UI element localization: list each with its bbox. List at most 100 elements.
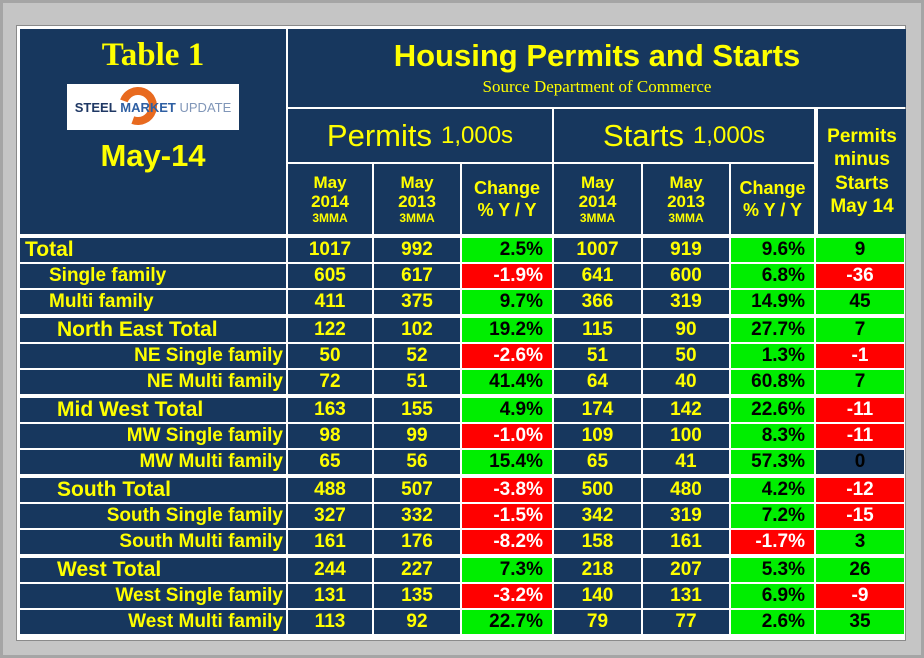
permits-2014-cell: 327 — [288, 504, 372, 528]
row-label: West Multi family — [20, 610, 286, 634]
row-label: South Single family — [20, 504, 286, 528]
row-label: Mid West Total — [20, 398, 286, 422]
permits-band-unit: 1,000s — [441, 121, 514, 149]
permits-2014-cell: 98 — [288, 424, 372, 448]
permits-2014-cell: 1017 — [288, 238, 372, 262]
permits-2013-cell: 102 — [374, 318, 460, 342]
permits-minus-starts-cell: 7 — [816, 370, 904, 394]
permits-minus-starts-cell: 9 — [816, 238, 904, 262]
row-label: South Multi family — [20, 530, 286, 554]
permits-2014-cell: 163 — [288, 398, 372, 422]
starts-2013-cell: 50 — [643, 344, 729, 368]
permits-minus-starts-cell: 7 — [816, 318, 904, 342]
starts-change-cell: -1.7% — [731, 530, 814, 554]
starts-2014-cell: 64 — [554, 370, 641, 394]
col-header-permits-may2014: May 2014 3MMA — [288, 164, 372, 234]
table-number-label: Table 1 — [101, 37, 205, 73]
table-row: MW Multi family 65 56 15.4% 65 41 57.3% 0 — [20, 450, 904, 474]
logo-word-market: MARKET — [120, 99, 176, 115]
starts-2013-cell: 131 — [643, 584, 729, 608]
table-body: Total 1017 992 2.5% 1007 919 9.6% 9 Single famil… — [20, 238, 904, 634]
starts-2014-cell: 342 — [554, 504, 641, 528]
col-header-starts-may2013: May 2013 3MMA — [643, 164, 729, 234]
starts-band-unit: 1,000s — [692, 121, 766, 149]
starts-change-cell: 6.9% — [731, 584, 814, 608]
starts-change-cell: 1.3% — [731, 344, 814, 368]
logo-text: STEEL MARKET UPDATE — [75, 100, 232, 115]
table-row: NE Single family 50 52 -2.6% 51 50 1.3% -1 — [20, 344, 904, 368]
starts-2014-cell: 140 — [554, 584, 641, 608]
permits-change-cell: 41.4% — [462, 370, 552, 394]
starts-2014-cell: 174 — [554, 398, 641, 422]
starts-2013-cell: 41 — [643, 450, 729, 474]
permits-minus-starts-cell: 45 — [816, 290, 904, 314]
page-title: Housing Permits and Starts — [393, 38, 801, 74]
starts-change-cell: 4.2% — [731, 478, 814, 502]
permits-2014-cell: 72 — [288, 370, 372, 394]
steel-market-update-logo: STEEL MARKET UPDATE — [67, 84, 239, 130]
permits-2013-cell: 332 — [374, 504, 460, 528]
starts-2013-cell: 161 — [643, 530, 729, 554]
permits-2013-cell: 52 — [374, 344, 460, 368]
report-date: May-14 — [100, 138, 206, 173]
permits-minus-starts-cell: 35 — [816, 610, 904, 634]
permits-minus-starts-cell: -9 — [816, 584, 904, 608]
header-right: Housing Permits and Starts Source Depart… — [288, 29, 906, 234]
starts-change-cell: 60.8% — [731, 370, 814, 394]
permits-2013-cell: 992 — [374, 238, 460, 262]
table-row: Total 1017 992 2.5% 1007 919 9.6% 9 — [20, 238, 904, 262]
col-header-starts-may2014: May 2014 3MMA — [554, 164, 641, 234]
column-headers-left: Permits 1,000s Starts 1,000s May 2014 3M… — [288, 109, 816, 234]
permits-minus-starts-cell: 0 — [816, 450, 904, 474]
corner-panel: Table 1 STEEL MARKET UPDATE May-14 — [20, 29, 286, 234]
table-row: South Single family 327 332 -1.5% 342 319 7.2%… — [20, 504, 904, 528]
subheader-row: May 2014 3MMA May 2013 3MMA Change % Y /… — [288, 164, 816, 234]
starts-band-label: Starts — [602, 117, 684, 153]
starts-2014-cell: 366 — [554, 290, 641, 314]
permits-change-cell: 7.3% — [462, 558, 552, 582]
starts-2014-cell: 500 — [554, 478, 641, 502]
housing-permits-table: Table 1 STEEL MARKET UPDATE May-14 Housi… — [16, 25, 906, 641]
permits-change-cell: -1.9% — [462, 264, 552, 288]
starts-2014-cell: 65 — [554, 450, 641, 474]
starts-change-cell: 14.9% — [731, 290, 814, 314]
permits-change-cell: 15.4% — [462, 450, 552, 474]
row-label: NE Single family — [20, 344, 286, 368]
permits-2014-cell: 131 — [288, 584, 372, 608]
permits-change-cell: -3.8% — [462, 478, 552, 502]
permits-change-cell: 19.2% — [462, 318, 552, 342]
permits-2013-cell: 155 — [374, 398, 460, 422]
band-row: Permits 1,000s Starts 1,000s — [288, 109, 816, 162]
table-row: South Total 488 507 -3.8% 500 480 4.2% -12 — [20, 478, 904, 502]
column-header-zone: Permits 1,000s Starts 1,000s May 2014 3M… — [288, 109, 906, 234]
permits-2014-cell: 50 — [288, 344, 372, 368]
permits-minus-starts-cell: 3 — [816, 530, 904, 554]
starts-change-cell: 57.3% — [731, 450, 814, 474]
permits-2014-cell: 122 — [288, 318, 372, 342]
row-label: West Total — [20, 558, 286, 582]
table-row: MW Single family 98 99 -1.0% 109 100 8.3% -11 — [20, 424, 904, 448]
starts-change-cell: 2.6% — [731, 610, 814, 634]
permits-2013-cell: 507 — [374, 478, 460, 502]
title-cell: Housing Permits and Starts Source Depart… — [288, 29, 906, 107]
row-label: Multi family — [20, 290, 286, 314]
permits-2014-cell: 113 — [288, 610, 372, 634]
table-row: North East Total 122 102 19.2% 115 90 27.7% 7 — [20, 318, 904, 342]
starts-2014-cell: 79 — [554, 610, 641, 634]
starts-2014-cell: 115 — [554, 318, 641, 342]
permits-2014-cell: 605 — [288, 264, 372, 288]
permits-2014-cell: 244 — [288, 558, 372, 582]
permits-change-cell: -8.2% — [462, 530, 552, 554]
permits-2014-cell: 488 — [288, 478, 372, 502]
row-label: North East Total — [20, 318, 286, 342]
permits-change-cell: -2.6% — [462, 344, 552, 368]
permits-minus-starts-cell: -12 — [816, 478, 904, 502]
permits-2014-cell: 161 — [288, 530, 372, 554]
starts-2013-cell: 319 — [643, 290, 729, 314]
starts-2013-cell: 207 — [643, 558, 729, 582]
starts-2013-cell: 919 — [643, 238, 729, 262]
permits-minus-starts-cell: 26 — [816, 558, 904, 582]
table-header: Table 1 STEEL MARKET UPDATE May-14 Housi… — [20, 29, 906, 234]
table-row: NE Multi family 72 51 41.4% 64 40 60.8% 7 — [20, 370, 904, 394]
table-row: South Multi family 161 176 -8.2% 158 161 -1.7%… — [20, 530, 904, 554]
